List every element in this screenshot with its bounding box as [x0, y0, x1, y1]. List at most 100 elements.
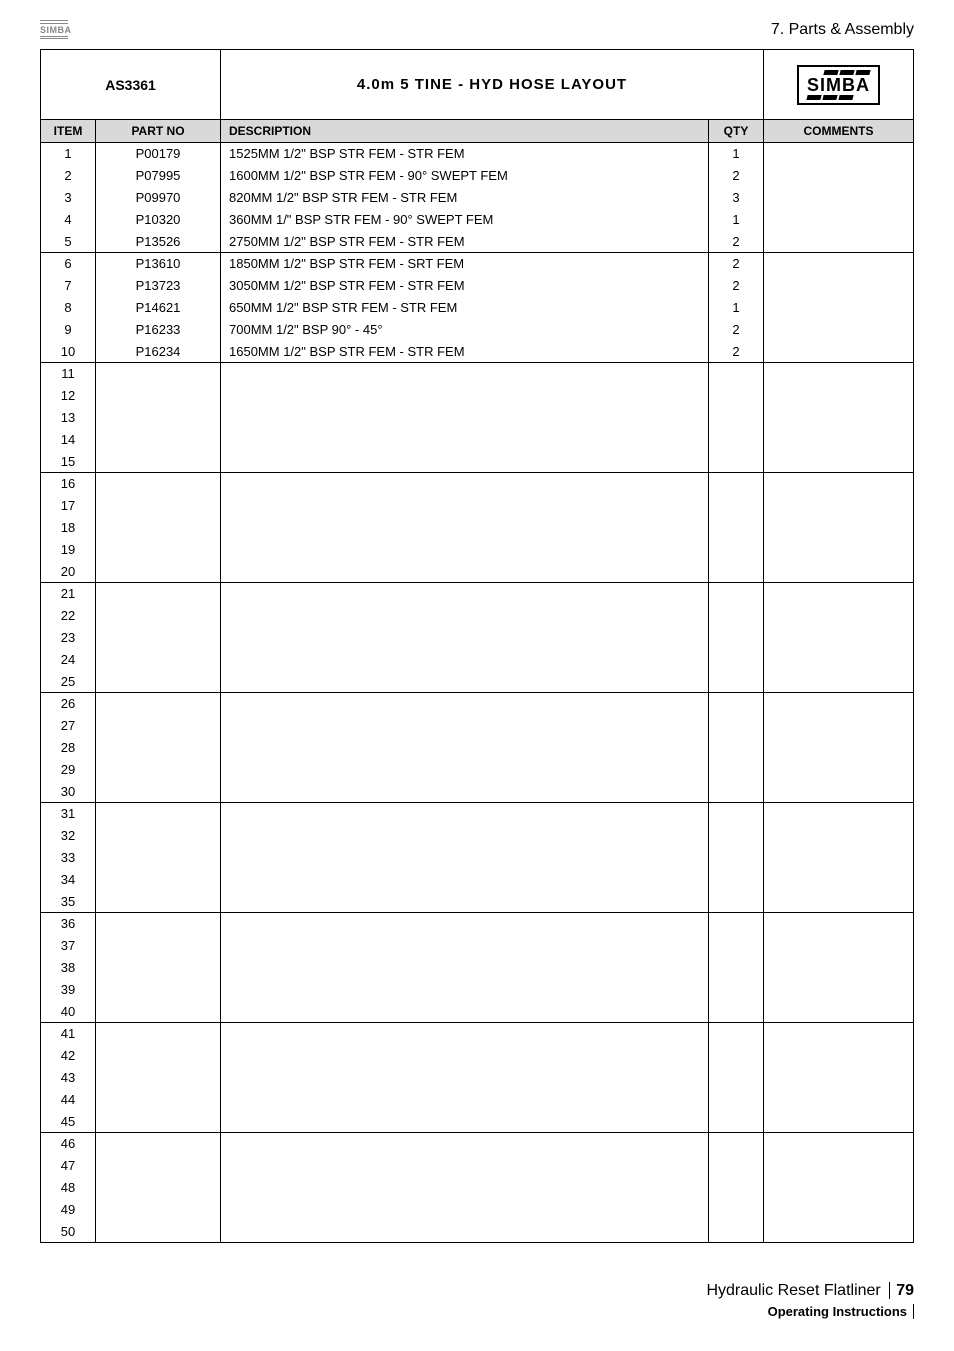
- table-row: 46: [41, 1133, 914, 1155]
- cell-partno: [96, 1089, 221, 1111]
- column-headers: ITEM PART NO DESCRIPTION QTY COMMENTS: [41, 120, 914, 143]
- cell-partno: [96, 1133, 221, 1155]
- cell-description: [221, 1089, 709, 1111]
- cell-item: 17: [41, 495, 96, 517]
- cell-description: [221, 737, 709, 759]
- cell-item: 43: [41, 1067, 96, 1089]
- header-comments: COMMENTS: [764, 120, 914, 143]
- cell-qty: [709, 737, 764, 759]
- cell-comments: [764, 253, 914, 275]
- cell-qty: [709, 869, 764, 891]
- cell-item: 10: [41, 341, 96, 363]
- cell-comments: [764, 869, 914, 891]
- cell-description: 1525MM 1/2" BSP STR FEM - STR FEM: [221, 143, 709, 165]
- table-row: 28: [41, 737, 914, 759]
- table-row: 40: [41, 1001, 914, 1023]
- cell-item: 12: [41, 385, 96, 407]
- cell-description: [221, 693, 709, 715]
- cell-qty: 3: [709, 187, 764, 209]
- cell-qty: [709, 583, 764, 605]
- cell-comments: [764, 759, 914, 781]
- table-row: 34: [41, 869, 914, 891]
- cell-item: 26: [41, 693, 96, 715]
- cell-item: 49: [41, 1199, 96, 1221]
- table-row: 11: [41, 363, 914, 385]
- cell-description: [221, 935, 709, 957]
- cell-comments: [764, 517, 914, 539]
- cell-partno: [96, 715, 221, 737]
- table-row: 19: [41, 539, 914, 561]
- cell-partno: [96, 649, 221, 671]
- cell-qty: [709, 825, 764, 847]
- small-logo-text: SIMBA: [40, 25, 72, 35]
- cell-qty: [709, 759, 764, 781]
- cell-description: [221, 605, 709, 627]
- cell-qty: [709, 1089, 764, 1111]
- cell-comments: [764, 781, 914, 803]
- cell-partno: [96, 979, 221, 1001]
- table-row: 7P137233050MM 1/2" BSP STR FEM - STR FEM…: [41, 275, 914, 297]
- cell-qty: [709, 1067, 764, 1089]
- footer-page: 79: [889, 1282, 914, 1299]
- cell-description: [221, 627, 709, 649]
- cell-comments: [764, 671, 914, 693]
- table-row: 30: [41, 781, 914, 803]
- cell-description: [221, 429, 709, 451]
- cell-comments: [764, 1111, 914, 1133]
- cell-partno: [96, 605, 221, 627]
- cell-qty: [709, 1023, 764, 1045]
- cell-item: 42: [41, 1045, 96, 1067]
- cell-comments: [764, 649, 914, 671]
- table-row: 23: [41, 627, 914, 649]
- cell-description: [221, 913, 709, 935]
- cell-description: [221, 1067, 709, 1089]
- cell-comments: [764, 979, 914, 1001]
- cell-comments: [764, 1155, 914, 1177]
- cell-comments: [764, 693, 914, 715]
- cell-qty: 2: [709, 341, 764, 363]
- cell-partno: [96, 1023, 221, 1045]
- section-title: 7. Parts & Assembly: [771, 21, 914, 39]
- cell-description: [221, 891, 709, 913]
- cell-partno: P00179: [96, 143, 221, 165]
- cell-qty: 1: [709, 143, 764, 165]
- cell-partno: [96, 957, 221, 979]
- table-row: 27: [41, 715, 914, 737]
- cell-item: 19: [41, 539, 96, 561]
- cell-comments: [764, 583, 914, 605]
- cell-qty: [709, 803, 764, 825]
- page-header: SIMBA 7. Parts & Assembly: [40, 20, 914, 39]
- cell-description: [221, 1111, 709, 1133]
- table-row: 4P10320360MM 1/" BSP STR FEM - 90° SWEPT…: [41, 209, 914, 231]
- cell-partno: [96, 803, 221, 825]
- cell-item: 14: [41, 429, 96, 451]
- table-row: 39: [41, 979, 914, 1001]
- cell-item: 25: [41, 671, 96, 693]
- cell-partno: [96, 1111, 221, 1133]
- cell-item: 5: [41, 231, 96, 253]
- cell-qty: [709, 1177, 764, 1199]
- table-row: 9P16233700MM 1/2" BSP 90° - 45°2: [41, 319, 914, 341]
- assembly-title: 4.0m 5 TINE - HYD HOSE LAYOUT: [221, 50, 764, 120]
- cell-qty: [709, 495, 764, 517]
- cell-item: 13: [41, 407, 96, 429]
- cell-item: 11: [41, 363, 96, 385]
- cell-qty: [709, 649, 764, 671]
- cell-item: 41: [41, 1023, 96, 1045]
- cell-comments: [764, 473, 914, 495]
- cell-comments: [764, 891, 914, 913]
- cell-description: [221, 957, 709, 979]
- cell-item: 39: [41, 979, 96, 1001]
- cell-qty: [709, 385, 764, 407]
- cell-qty: 2: [709, 165, 764, 187]
- cell-comments: [764, 319, 914, 341]
- cell-comments: [764, 1067, 914, 1089]
- cell-item: 46: [41, 1133, 96, 1155]
- cell-qty: [709, 1045, 764, 1067]
- cell-partno: [96, 363, 221, 385]
- cell-qty: 2: [709, 231, 764, 253]
- cell-item: 24: [41, 649, 96, 671]
- table-row: 42: [41, 1045, 914, 1067]
- cell-description: [221, 1155, 709, 1177]
- cell-comments: [764, 1045, 914, 1067]
